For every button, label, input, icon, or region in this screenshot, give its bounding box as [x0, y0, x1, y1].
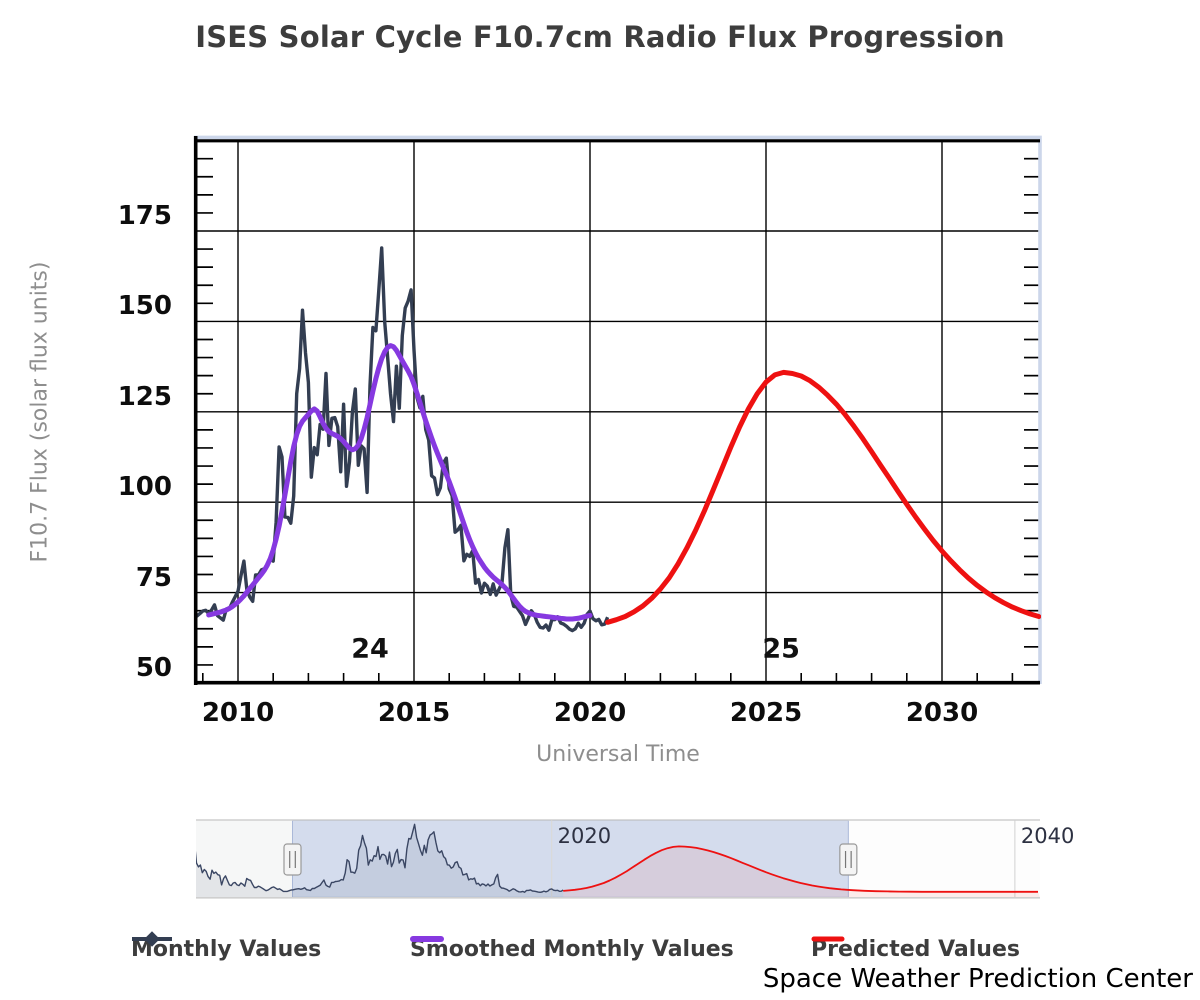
gridlines: [196, 140, 1041, 683]
page-title: ISES Solar Cycle F10.7cm Radio Flux Prog…: [195, 20, 1005, 54]
y-tick-label: 175: [117, 201, 172, 231]
navigator[interactable]: [195, 819, 1040, 899]
y-tick-label: 100: [117, 472, 172, 503]
navigator-tick-label: 2020: [557, 824, 612, 848]
navigator-predicted-line: [563, 845, 1038, 893]
predicted-values-marker-icon: [811, 936, 845, 942]
x-tick-label: 2010: [201, 698, 275, 728]
navigator-right-handle[interactable]: [839, 843, 858, 876]
x-axis-title: Universal Time: [536, 742, 700, 767]
x-tick-label: 2025: [729, 698, 803, 728]
monthly-values-marker-icon: [132, 931, 172, 947]
navigator-predicted-area: [563, 846, 1040, 898]
smoothed-values-marker-icon: [410, 936, 444, 942]
y-tick-label: 75: [135, 562, 172, 593]
navigator-monthly-line: [196, 823, 564, 893]
plot-border-line: [194, 135, 1042, 684]
x-tick-label: 2015: [377, 698, 451, 728]
predicted-values-line: [605, 369, 1041, 625]
y-tick-label: 150: [117, 291, 172, 322]
legend: Monthly Values Smoothed Monthly Values P…: [0, 931, 1200, 967]
x-tick-label: 2030: [905, 698, 979, 728]
legend-label-predicted-values: Predicted Values: [811, 936, 1020, 962]
credit-text: Space Weather Prediction Center: [762, 964, 1193, 994]
x-tick-label: 2020: [553, 698, 627, 728]
axis-spines: [193, 136, 1040, 685]
minor-ticks: [196, 157, 1040, 682]
legend-item-predicted-values[interactable]: Predicted Values: [811, 931, 1020, 967]
legend-label-smoothed-monthly-values: Smoothed Monthly Values: [410, 936, 734, 962]
solar-cycle-label: 24: [351, 633, 389, 665]
smoothed-values-line: [206, 343, 593, 622]
legend-item-smoothed-monthly-values[interactable]: Smoothed Monthly Values: [410, 931, 734, 967]
navigator-left-handle[interactable]: [283, 843, 302, 876]
navigator-selected-mask[interactable]: [292, 820, 849, 898]
solar-cycle-label: 25: [762, 633, 800, 665]
series-lines: [196, 246, 1041, 633]
plot-border: [194, 135, 1042, 684]
y-tick-label: 125: [117, 381, 172, 412]
legend-item-monthly-values[interactable]: Monthly Values: [131, 931, 321, 967]
navigator-unselected-right[interactable]: [848, 820, 1040, 898]
monthly-values-line: [196, 246, 610, 633]
navigator-tick-label: 2040: [1020, 824, 1075, 848]
y-tick-label: 50: [135, 653, 172, 683]
